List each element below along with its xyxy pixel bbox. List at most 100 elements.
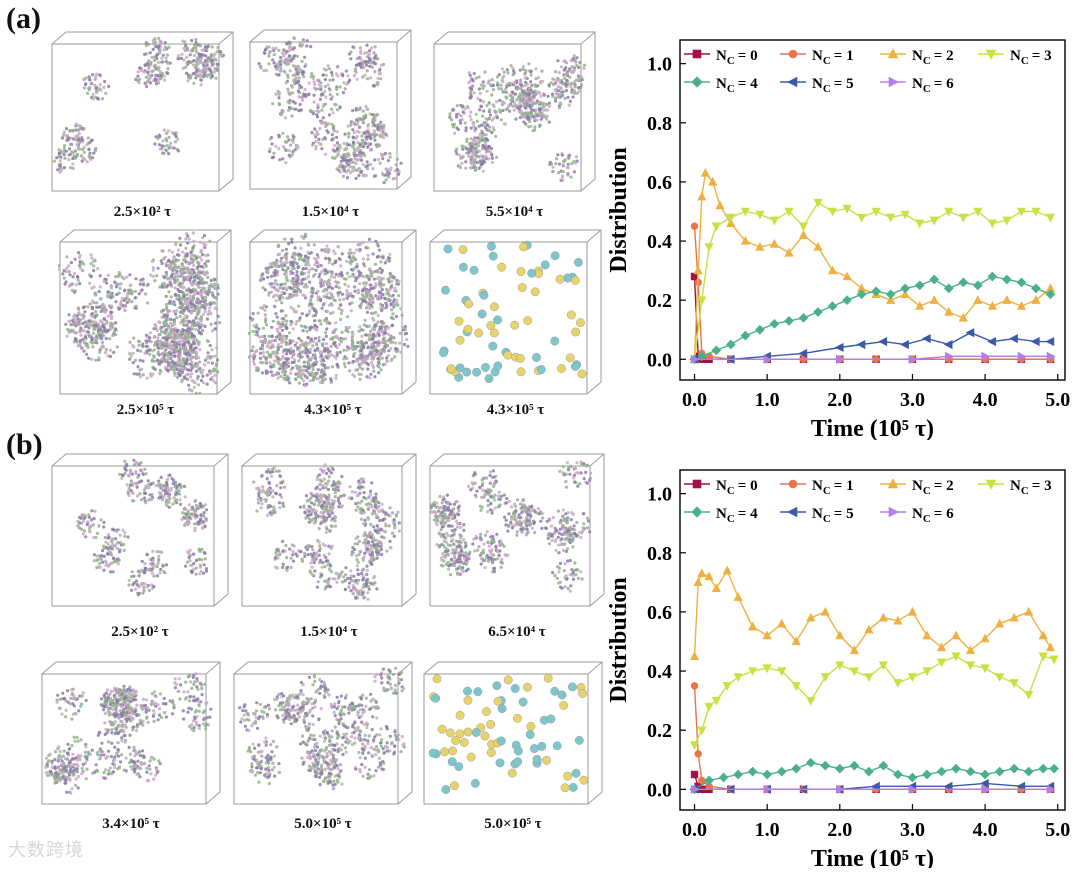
polymer-grain	[306, 376, 309, 379]
polymer-grain	[285, 327, 288, 330]
polymer-grain	[362, 66, 365, 69]
polymer-grain	[326, 310, 329, 313]
polymer-grain	[192, 231, 195, 234]
polymer-grain	[100, 346, 103, 349]
polymer-grain	[312, 112, 315, 115]
polymer-grain	[72, 129, 75, 132]
box-edge	[214, 454, 228, 466]
polymer-grain	[285, 261, 288, 264]
polymer-grain	[207, 73, 210, 76]
polymer-grain	[205, 49, 208, 52]
polymer-grain	[173, 281, 176, 284]
polymer-grain	[63, 269, 66, 272]
polymer-grain	[364, 300, 367, 303]
polymer-grain	[178, 306, 181, 309]
polymer-grain	[307, 264, 310, 267]
polymer-grain	[212, 379, 215, 382]
polymer-grain	[68, 147, 71, 150]
polymer-grain	[365, 135, 368, 138]
polymer-grain	[369, 58, 372, 61]
polymer-grain	[385, 288, 388, 291]
polymer-grain	[275, 265, 278, 268]
polymer-grain	[159, 74, 162, 77]
polymer-grain	[320, 147, 323, 150]
polymer-grain	[300, 86, 303, 89]
polymer-grain	[472, 79, 475, 82]
polymer-grain	[347, 285, 350, 288]
polymer-grain	[473, 72, 476, 75]
polymer-grain	[376, 145, 379, 148]
polymer-grain	[181, 40, 184, 43]
bead-particle	[439, 349, 447, 357]
polymer-grain	[97, 356, 100, 359]
polymer-grain	[347, 125, 350, 128]
polymer-grain	[110, 294, 113, 297]
polymer-grain	[527, 62, 530, 65]
polymer-grain	[269, 341, 272, 344]
polymer-grain	[465, 140, 468, 143]
polymer-grain	[179, 315, 182, 318]
polymer-grain	[365, 341, 368, 344]
polymer-grain	[62, 133, 65, 136]
polymer-grain	[313, 133, 316, 136]
polymer-grain	[566, 166, 569, 169]
polymer-grain	[200, 379, 203, 382]
polymer-grain	[173, 147, 176, 150]
polymer-grain	[278, 252, 281, 255]
polymer-grain	[151, 372, 154, 375]
polymer-grain	[332, 342, 335, 345]
polymer-grain	[345, 83, 348, 86]
polymer-grain	[216, 370, 219, 373]
polymer-grain	[299, 339, 302, 342]
polymer-grain	[197, 60, 200, 63]
polymer-grain	[292, 135, 295, 138]
polymer-grain	[499, 84, 502, 87]
polymer-grain	[186, 307, 189, 310]
polymer-grain	[292, 327, 295, 330]
polymer-grain	[387, 175, 390, 178]
polymer-grain	[59, 159, 62, 162]
polymer-grain	[582, 67, 585, 70]
polymer-grain	[356, 135, 359, 138]
polymer-grain	[283, 286, 286, 289]
polymer-grain	[291, 267, 294, 270]
polymer-grain	[194, 38, 197, 41]
bead-particle	[571, 276, 579, 284]
polymer-grain	[368, 338, 371, 341]
polymer-grain	[216, 284, 219, 287]
box-edge	[587, 230, 601, 242]
bead-particle	[456, 364, 464, 372]
polymer-grain	[337, 274, 340, 277]
polymer-grain	[201, 329, 204, 332]
polymer-grain	[261, 371, 264, 374]
polymer-grain	[158, 372, 161, 375]
polymer-grain	[374, 54, 377, 57]
polymer-grain	[377, 244, 380, 247]
polymer-grain	[570, 176, 573, 179]
polymer-grain	[104, 92, 107, 95]
polymer-grain	[278, 73, 281, 76]
polymer-grain	[338, 165, 341, 168]
polymer-grain	[370, 343, 373, 346]
polymer-grain	[152, 48, 155, 51]
polymer-grain	[138, 372, 141, 375]
polymer-grain	[288, 101, 291, 104]
polymer-grain	[384, 261, 387, 264]
polymer-grain	[85, 353, 88, 356]
polymer-grain	[355, 123, 358, 126]
bead-particle	[564, 274, 572, 282]
polymer-grain	[105, 348, 108, 351]
polymer-grain	[300, 68, 303, 71]
polymer-grain	[279, 70, 282, 73]
polymer-grain	[204, 69, 207, 72]
polymer-grain	[310, 295, 313, 298]
polymer-grain	[172, 310, 175, 313]
polymer-grain	[211, 45, 214, 48]
polymer-grain	[86, 324, 89, 327]
polymer-grain	[216, 46, 219, 49]
polymer-grain	[168, 302, 171, 305]
polymer-grain	[309, 348, 312, 351]
polymer-grain	[172, 368, 175, 371]
polymer-grain	[362, 241, 365, 244]
polymer-grain	[461, 118, 464, 121]
